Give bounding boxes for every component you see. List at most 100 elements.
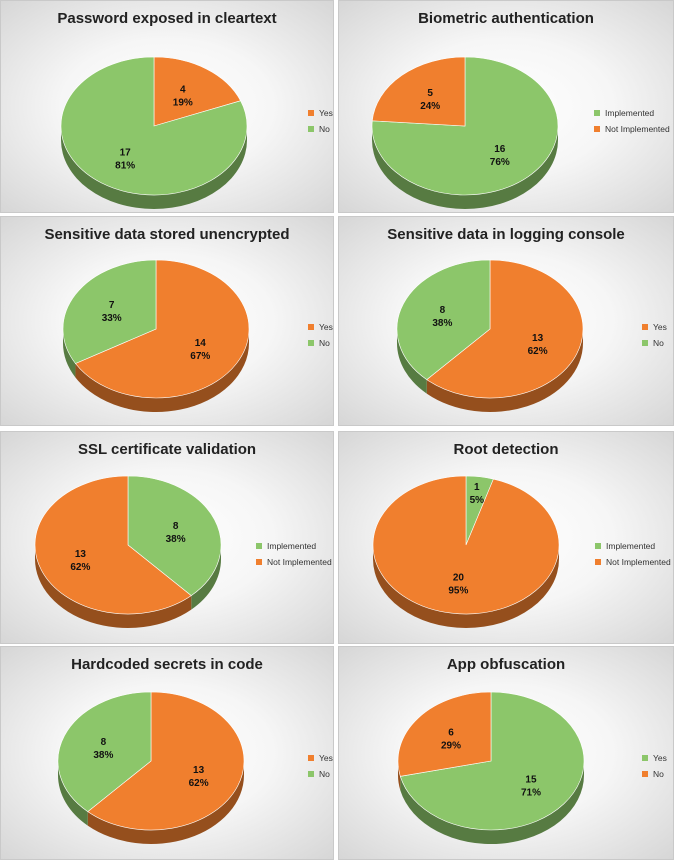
slice-value-label: 8 [101,737,107,748]
pie-chart: 1 5% 20 95% [372,475,560,628]
legend-label: Yes [653,753,667,763]
legend-item-not-implemented: Not Implemented [256,554,332,570]
pie-side-implemented [372,126,558,209]
legend-item-not-implemented: Not Implemented [594,121,670,137]
slice-value-label: 13 [532,333,544,344]
chart-title: Biometric authentication [418,10,594,27]
legend-label: No [319,769,330,779]
legend-label: No [653,769,664,779]
legend-swatch [256,559,262,565]
legend-label: Yes [319,108,333,118]
pie-slice-yes [74,259,250,399]
chart-title: Sensitive data in logging console [387,226,625,243]
slice-value-label: 14 [195,338,207,349]
legend-swatch [594,110,600,116]
pie-side-yes [426,329,583,412]
slice-value-label: 8 [440,305,446,316]
slice-percent-label: 95% [448,586,468,597]
legend-swatch [642,755,648,761]
chart-legend: Yes No [308,319,333,351]
pie-slice-implemented [371,56,559,196]
legend-swatch [308,340,314,346]
legend-swatch [308,324,314,330]
pie-slice-no [57,691,152,812]
pie-chart: 14 67% 7 33% [62,259,250,412]
legend-label: Implemented [267,541,317,551]
legend-swatch [595,543,601,549]
legend-label: Not Implemented [267,557,332,567]
slice-value-label: 20 [453,573,465,584]
pie-side-not-implemented [373,545,559,628]
chart-panel-root-detection: Root detection 1 5% 20 95% Implemented Not Imp… [338,431,674,644]
legend-item-no: No [308,766,333,782]
legend-item-yes: Yes [308,105,333,121]
pie-slice-no [397,691,492,777]
pie-slice-implemented [127,475,222,596]
legend-item-implemented: Implemented [595,538,671,554]
chart-panel-sensitive-data-stored-unencrypted: Sensitive data stored unencrypted 14 67% 7 3… [0,216,334,426]
chart-legend: Implemented Not Implemented [256,538,332,570]
legend-swatch [642,771,648,777]
legend-swatch [595,559,601,565]
chart-panel-hardcoded-secrets-in-code: Hardcoded secrets in code 13 62% 8 38% Yes No [0,646,334,860]
slice-value-label: 13 [75,549,87,560]
slice-percent-label: 76% [490,157,510,168]
pie-chart: 13 62% 8 38% [57,691,245,844]
chart-title: SSL certificate validation [77,441,257,458]
chart-panel-app-obfuscation: App obfuscation 15 71% 6 29% Yes No [338,646,674,860]
legend-swatch [642,324,648,330]
legend-label: No [319,338,330,348]
legend-swatch [308,771,314,777]
legend-item-not-implemented: Not Implemented [595,554,671,570]
legend-item-yes: Yes [308,750,333,766]
legend-label: Yes [319,753,333,763]
chart-title: Password exposed in cleartext [57,10,277,27]
slice-percent-label: 29% [441,740,461,751]
slice-percent-label: 81% [115,160,135,171]
legend-item-implemented: Implemented [256,538,332,554]
chart-panel-sensitive-data-in-logging-console: Sensitive data in logging console 13 62% 8 3… [338,216,674,426]
chart-panel-password-exposed-in-cleartext: Password exposed in cleartext 4 19% 17 81% Ye… [0,0,334,213]
chart-title: Root detection [453,441,559,458]
legend-item-yes: Yes [642,750,667,766]
chart-legend: Implemented Not Implemented [594,105,670,137]
pie-slice-yes [426,259,584,399]
pie-slice-not-implemented [372,475,560,615]
legend-label: Not Implemented [606,557,671,567]
pie-slice-no [396,259,491,380]
legend-label: No [319,124,330,134]
pie-side-no [58,761,88,826]
legend-item-implemented: Implemented [594,105,670,121]
legend-label: Not Implemented [605,124,670,134]
pie-side-no [397,329,427,394]
chart-title: App obfuscation [446,656,566,673]
chart-panel-ssl-certificate-validation: SSL certificate validation 8 38% 13 62% Imple… [0,431,334,644]
pie-chart: 15 71% 6 29% [397,691,585,844]
pie-side-yes [87,761,245,844]
chart-panel-biometric-authentication: Biometric authentication 16 76% 5 24% Impleme… [338,0,674,213]
pie-chart: 8 38% 13 62% [34,475,222,628]
slice-value-label: 17 [120,147,132,158]
slice-value-label: 5 [427,88,433,99]
slice-value-label: 7 [109,300,115,311]
legend-item-no: No [308,335,333,351]
legend-swatch [308,110,314,116]
pie-slice-not-implemented [371,56,466,127]
slice-percent-label: 62% [528,346,548,357]
legend-label: No [653,338,664,348]
slice-value-label: 1 [474,482,480,493]
slice-value-label: 16 [494,144,506,155]
pie-slice-no [62,259,157,364]
legend-label: Implemented [605,108,655,118]
legend-item-no: No [642,766,667,782]
pie-side-yes [75,329,249,412]
legend-swatch [256,543,262,549]
chart-title: Hardcoded secrets in code [71,656,263,673]
legend-swatch [308,755,314,761]
chart-title: Sensitive data stored unencrypted [44,226,290,243]
legend-swatch [594,126,600,132]
slice-percent-label: 38% [166,534,186,545]
legend-item-no: No [308,121,333,137]
slice-percent-label: 19% [173,98,193,109]
pie-slice-yes [87,691,245,831]
